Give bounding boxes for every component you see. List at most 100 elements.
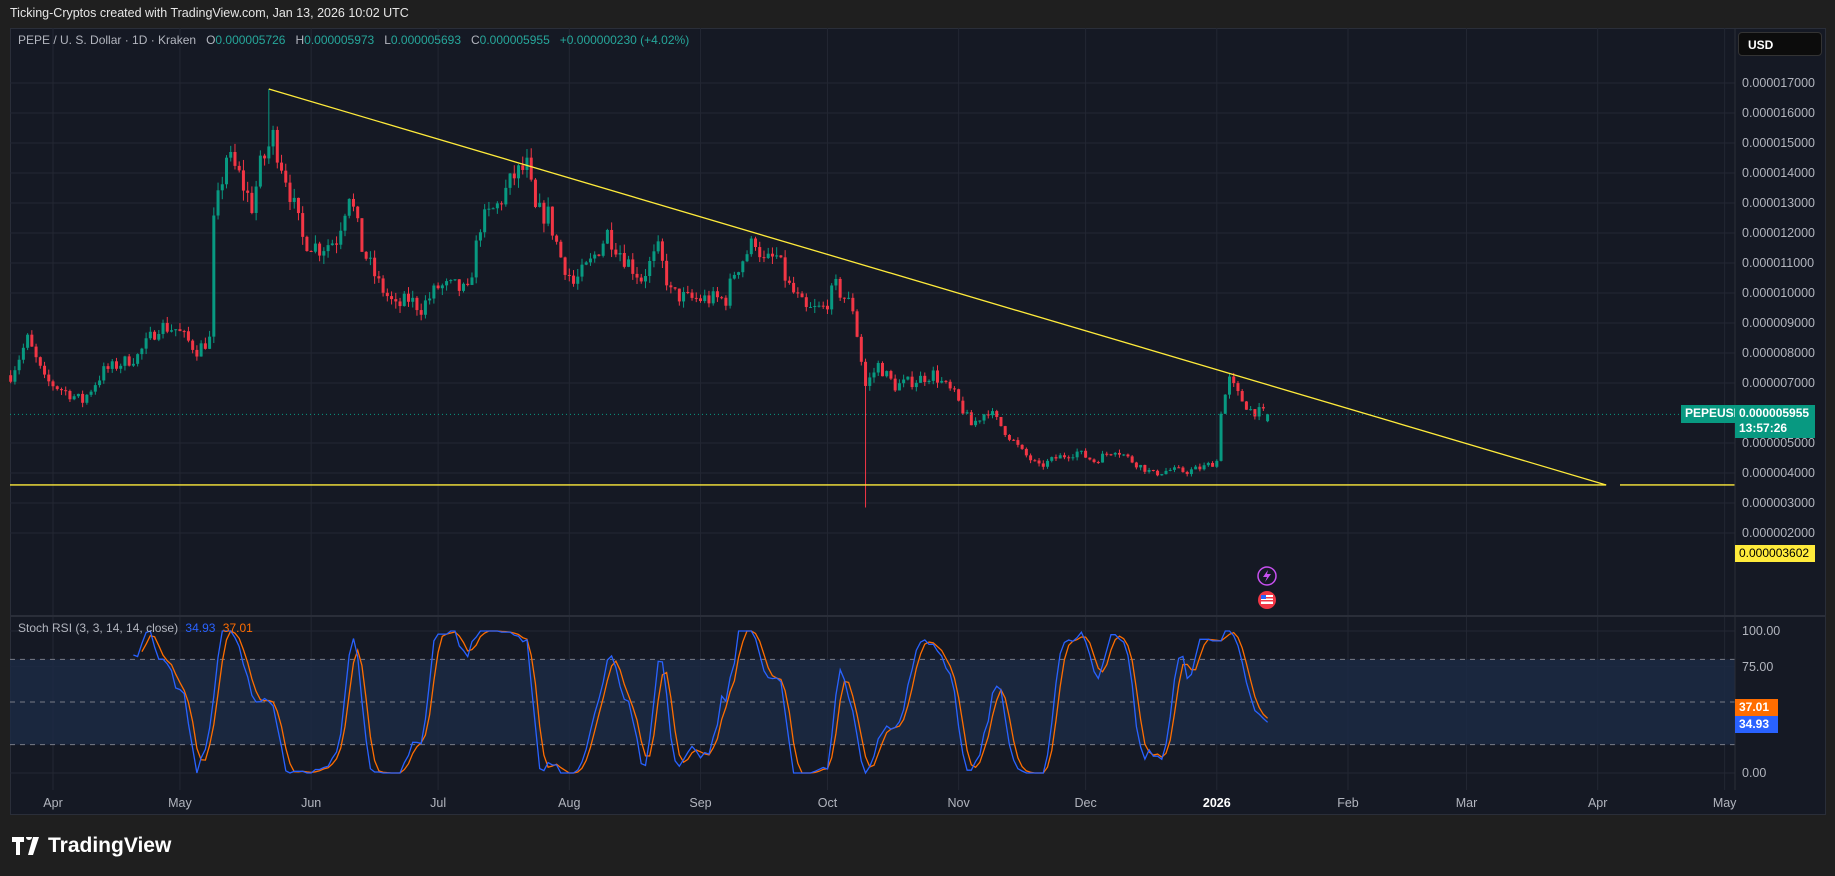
candles xyxy=(9,89,1735,508)
candle xyxy=(948,379,952,391)
candle-body xyxy=(191,340,195,350)
candle-body xyxy=(1130,456,1134,463)
candle-body xyxy=(1016,440,1020,445)
candle xyxy=(741,260,745,278)
candle-body xyxy=(419,310,423,315)
candle-body xyxy=(377,276,381,279)
time-tick-label: May xyxy=(168,796,192,810)
lightning-event-icon[interactable] xyxy=(1257,566,1277,586)
candle-body xyxy=(263,155,267,159)
candle-body xyxy=(313,243,317,252)
candle xyxy=(775,247,779,259)
candle xyxy=(220,176,224,200)
candle xyxy=(686,285,690,295)
candle xyxy=(415,296,419,316)
candle xyxy=(1202,462,1206,471)
candle xyxy=(1219,411,1223,462)
candle-body xyxy=(449,280,453,282)
chart-credit: Ticking-Cryptos created with TradingView… xyxy=(10,6,409,20)
candle-body xyxy=(457,279,461,291)
candle-body xyxy=(876,362,880,373)
candle-body xyxy=(974,420,978,426)
open-label: O xyxy=(206,33,216,47)
close-label: C xyxy=(471,33,480,47)
candle xyxy=(597,254,601,257)
candle-body xyxy=(923,375,927,382)
candle xyxy=(927,379,931,385)
candle-body xyxy=(1029,455,1033,461)
candle-body xyxy=(364,251,368,259)
candle xyxy=(610,222,614,258)
candle xyxy=(212,207,216,344)
candle-body xyxy=(483,209,487,233)
candle-body xyxy=(1075,451,1079,458)
candle xyxy=(732,271,736,280)
candle-body xyxy=(305,236,309,252)
candle-body xyxy=(859,336,863,362)
candle xyxy=(893,374,897,393)
candle xyxy=(199,340,203,357)
us-flag-event-icon[interactable] xyxy=(1258,591,1276,609)
candle-body xyxy=(821,305,825,307)
candle-body xyxy=(525,157,529,170)
candle xyxy=(834,274,838,291)
candle-body xyxy=(550,206,554,236)
candle xyxy=(51,379,55,391)
candle-body xyxy=(34,346,38,358)
candle xyxy=(1075,448,1079,461)
candle-body xyxy=(957,389,961,401)
candle-body xyxy=(258,155,262,187)
candle-body xyxy=(529,157,533,180)
candle xyxy=(919,371,923,383)
candle-body xyxy=(504,187,508,205)
candle xyxy=(402,291,406,307)
candle-body xyxy=(144,338,148,349)
candle-body xyxy=(576,276,580,284)
currency-button[interactable]: USD xyxy=(1738,32,1822,56)
candle-body xyxy=(766,253,770,258)
trendlines xyxy=(10,88,1735,486)
candle-body xyxy=(1227,376,1231,395)
stoch-rsi-legend[interactable]: Stoch RSI (3, 3, 14, 14, close) 34.93 37… xyxy=(18,621,253,635)
candle-body xyxy=(119,365,123,369)
candle-body xyxy=(203,343,207,349)
candle-body xyxy=(652,251,656,261)
candle xyxy=(1109,453,1113,456)
candle xyxy=(305,235,309,252)
candle xyxy=(830,283,834,315)
candle-body xyxy=(690,292,694,298)
candle-body xyxy=(910,376,914,388)
candle-body xyxy=(68,390,72,400)
stoch-rsi-d-tag: 37.01 xyxy=(1735,699,1778,716)
symbol-name[interactable]: PEPE / U. S. Dollar · 1D · Kraken xyxy=(18,33,197,47)
candle-body xyxy=(500,203,504,205)
candle xyxy=(356,205,360,223)
candle xyxy=(931,366,935,385)
candle-body xyxy=(394,299,398,302)
candle-body xyxy=(212,215,216,337)
candle-body xyxy=(1054,457,1058,459)
change-value: +0.000000230 (+4.02%) xyxy=(559,33,690,47)
candle xyxy=(1037,458,1041,467)
candle-body xyxy=(838,278,842,298)
candle-body xyxy=(986,414,990,416)
candle xyxy=(1151,469,1155,472)
candle-body xyxy=(169,330,173,332)
candle-body xyxy=(1215,460,1219,467)
tradingview-logo[interactable]: TradingView xyxy=(12,834,171,858)
candle-body xyxy=(81,393,85,403)
candle xyxy=(682,287,686,308)
candle xyxy=(961,396,965,415)
candle xyxy=(1172,465,1176,473)
price-tick-label: 0.000015000 xyxy=(1742,136,1815,150)
candle xyxy=(576,268,580,290)
candle xyxy=(724,295,728,311)
candle-body xyxy=(584,262,588,265)
candle xyxy=(500,201,504,211)
candle-body xyxy=(1003,426,1007,435)
candle xyxy=(178,323,182,332)
candle xyxy=(68,389,72,402)
candle-body xyxy=(343,215,347,231)
candle-body xyxy=(1194,466,1198,470)
